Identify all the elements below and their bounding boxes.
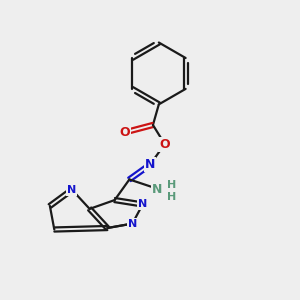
Text: H: H [167,192,177,202]
Text: O: O [120,126,130,139]
Text: N: N [145,158,155,171]
Text: N: N [67,185,76,195]
Text: N: N [152,183,163,196]
Text: N: N [128,219,137,229]
Text: N: N [138,200,147,209]
Text: H: H [167,180,177,190]
Text: O: O [159,138,170,151]
